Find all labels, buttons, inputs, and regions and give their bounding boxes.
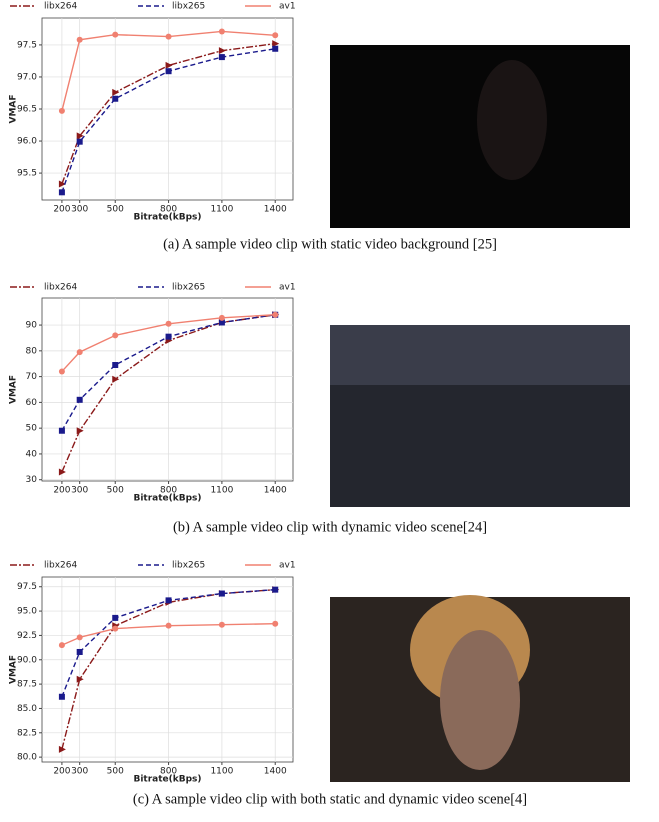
marker [112, 32, 118, 38]
marker [77, 634, 83, 640]
legend-label: libx265 [172, 561, 205, 571]
legend-label: libx264 [44, 561, 77, 571]
video-frame-stage [330, 325, 630, 385]
marker [112, 362, 118, 368]
y-tick-label: 92.5 [17, 631, 37, 641]
marker [112, 626, 118, 632]
legend-label: av1 [279, 2, 296, 12]
marker [219, 315, 225, 321]
y-tick-label: 82.5 [17, 728, 37, 738]
marker [77, 37, 83, 43]
marker [59, 189, 65, 195]
y-tick-label: 90.0 [17, 655, 37, 665]
y-tick-label: 97.0 [17, 72, 37, 82]
x-axis-label: Bitrate(kBps) [133, 213, 201, 223]
marker [77, 139, 83, 145]
video-frame-figure [440, 630, 520, 770]
marker [112, 96, 118, 102]
marker [59, 642, 65, 648]
y-tick-label: 95.5 [17, 169, 37, 179]
y-tick-label: 95.0 [17, 607, 37, 617]
x-tick-label: 200 [53, 486, 70, 496]
marker [219, 28, 225, 34]
x-tick-label: 200 [53, 767, 70, 777]
legend-label: libx265 [172, 2, 205, 12]
marker [272, 46, 278, 52]
y-tick-label: 80 [26, 346, 38, 356]
figure: (a) A sample video clip with static vide… [0, 0, 659, 822]
marker [272, 587, 278, 593]
y-tick-label: 50 [26, 424, 38, 434]
marker [77, 397, 83, 403]
x-axis-label: Bitrate(kBps) [133, 494, 201, 504]
caption: (a) A sample video clip with static vide… [163, 236, 497, 252]
marker [59, 368, 65, 374]
y-axis-label: VMAF [9, 375, 19, 404]
y-tick-label: 40 [26, 449, 38, 459]
caption: (c) A sample video clip with both static… [133, 791, 527, 807]
marker [112, 332, 118, 338]
marker [166, 334, 172, 340]
marker [166, 68, 172, 74]
marker [77, 649, 83, 655]
y-tick-label: 70 [26, 372, 38, 382]
y-tick-label: 87.5 [17, 680, 37, 690]
marker [166, 321, 172, 327]
marker [166, 597, 172, 603]
caption: (b) A sample video clip with dynamic vid… [173, 519, 487, 535]
marker [219, 54, 225, 60]
x-tick-label: 300 [71, 205, 88, 215]
y-tick-label: 96.5 [17, 105, 37, 115]
legend-label: av1 [279, 561, 296, 571]
x-tick-label: 200 [53, 205, 70, 215]
legend-label: libx265 [172, 283, 205, 293]
legend-label: libx264 [44, 283, 77, 293]
x-tick-label: 500 [107, 486, 124, 496]
marker [112, 615, 118, 621]
y-tick-label: 80.0 [17, 753, 37, 763]
marker [272, 312, 278, 318]
y-tick-label: 60 [26, 398, 38, 408]
x-tick-label: 300 [71, 767, 88, 777]
y-axis-label: VMAF [9, 655, 19, 684]
y-tick-label: 96.0 [17, 137, 37, 147]
x-tick-label: 1400 [264, 767, 287, 777]
marker [59, 428, 65, 434]
page: {"chart_data": [ {"type": "line", "x": [… [0, 0, 659, 822]
marker [219, 591, 225, 597]
marker [59, 108, 65, 114]
y-tick-label: 30 [26, 475, 38, 485]
marker [166, 34, 172, 40]
x-tick-label: 1400 [264, 486, 287, 496]
y-axis-label: VMAF [9, 94, 19, 123]
marker [272, 621, 278, 627]
marker [219, 622, 225, 628]
y-tick-label: 97.5 [17, 40, 37, 50]
marker [77, 349, 83, 355]
x-tick-label: 1100 [210, 767, 233, 777]
marker [166, 623, 172, 629]
x-tick-label: 1400 [264, 205, 287, 215]
marker [272, 32, 278, 38]
x-axis-label: Bitrate(kBps) [133, 775, 201, 785]
x-tick-label: 500 [107, 205, 124, 215]
x-tick-label: 1100 [210, 205, 233, 215]
marker [59, 694, 65, 700]
legend-label: libx264 [44, 2, 77, 12]
y-tick-label: 90 [26, 321, 38, 331]
x-tick-label: 500 [107, 767, 124, 777]
y-tick-label: 97.5 [17, 582, 37, 592]
x-tick-label: 1100 [210, 486, 233, 496]
video-frame-figure [477, 60, 547, 180]
legend-label: av1 [279, 283, 296, 293]
x-tick-label: 300 [71, 486, 88, 496]
y-tick-label: 85.0 [17, 704, 37, 714]
